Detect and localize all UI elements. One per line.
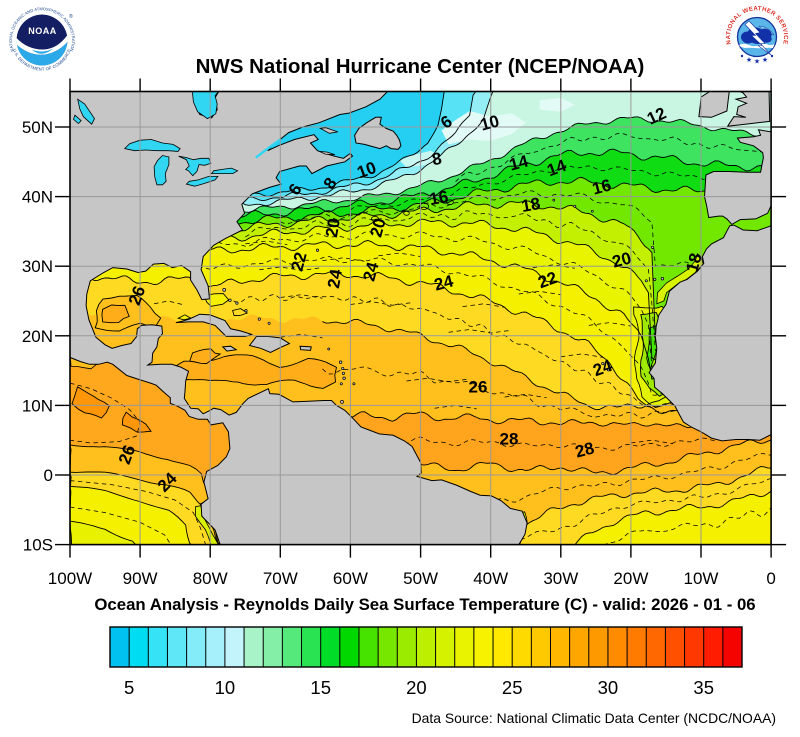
svg-text:35: 35 — [693, 677, 714, 698]
svg-text:10: 10 — [215, 677, 236, 698]
svg-text:26: 26 — [469, 377, 488, 396]
svg-text:10S: 10S — [23, 536, 53, 555]
svg-text:18: 18 — [520, 194, 542, 216]
svg-text:24: 24 — [324, 267, 346, 289]
svg-text:25: 25 — [502, 677, 523, 698]
svg-text:20: 20 — [322, 217, 344, 239]
svg-text:★: ★ — [762, 56, 768, 64]
svg-text:20: 20 — [610, 248, 633, 271]
svg-text:80W: 80W — [193, 569, 228, 588]
svg-text:24: 24 — [359, 260, 382, 284]
svg-text:20N: 20N — [22, 327, 53, 346]
svg-text:24: 24 — [432, 271, 456, 294]
svg-text:60W: 60W — [333, 569, 368, 588]
svg-text:10N: 10N — [22, 396, 53, 415]
svg-text:16: 16 — [428, 187, 450, 209]
svg-text:8: 8 — [431, 149, 444, 169]
svg-text:®: ® — [69, 13, 73, 20]
svg-text:40W: 40W — [473, 569, 508, 588]
svg-text:0: 0 — [44, 466, 53, 485]
svg-text:30W: 30W — [543, 569, 578, 588]
svg-text:16: 16 — [590, 175, 613, 198]
svg-text:Data Source: National Climatic: Data Source: National Climatic Data Cent… — [412, 710, 776, 726]
svg-text:20: 20 — [366, 216, 389, 239]
svg-text:20: 20 — [406, 677, 427, 698]
svg-text:5: 5 — [124, 677, 134, 698]
svg-text:22: 22 — [287, 250, 310, 273]
svg-text:Ocean Analysis - Reynolds Dail: Ocean Analysis - Reynolds Daily Sea Surf… — [94, 595, 755, 614]
svg-text:NWS National Hurricane Center: NWS National Hurricane Center (NCEP/NOAA… — [196, 55, 645, 78]
svg-text:15: 15 — [310, 677, 331, 698]
svg-text:50N: 50N — [22, 118, 53, 137]
svg-text:28: 28 — [573, 438, 596, 461]
svg-text:50W: 50W — [403, 569, 438, 588]
svg-text:90W: 90W — [123, 569, 158, 588]
svg-text:10: 10 — [478, 111, 501, 134]
svg-text:100W: 100W — [48, 569, 92, 588]
svg-text:★: ★ — [754, 58, 760, 66]
svg-text:40N: 40N — [22, 188, 53, 207]
svg-text:0: 0 — [766, 569, 775, 588]
svg-text:20W: 20W — [613, 569, 648, 588]
svg-text:NOAA: NOAA — [28, 26, 57, 36]
svg-text:18: 18 — [682, 251, 705, 274]
svg-text:30: 30 — [598, 677, 619, 698]
svg-text:28: 28 — [500, 429, 519, 448]
svg-text:10W: 10W — [684, 569, 719, 588]
svg-text:★: ★ — [746, 56, 752, 64]
svg-text:30N: 30N — [22, 257, 53, 276]
svg-text:14: 14 — [507, 151, 531, 174]
svg-text:70W: 70W — [263, 569, 298, 588]
